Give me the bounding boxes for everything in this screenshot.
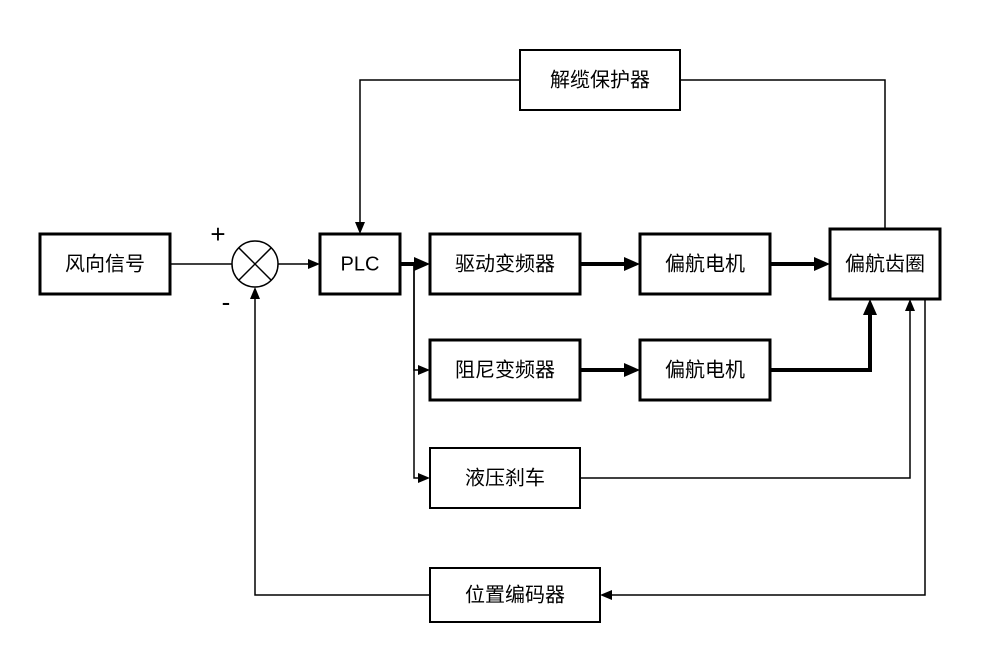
brake-label: 液压刹车 [465, 466, 545, 489]
damp_inv-label: 阻尼变频器 [455, 358, 555, 381]
wind-label: 风向信号 [65, 252, 145, 275]
gear-label: 偏航齿圈 [845, 252, 925, 275]
untwist-label: 解缆保护器 [550, 68, 650, 91]
plc-label: PLC [341, 253, 380, 275]
motor1-label: 偏航电机 [665, 252, 745, 275]
drive_inv-label: 驱动变频器 [455, 252, 555, 275]
motor2-label: 偏航电机 [665, 358, 745, 381]
encoder-label: 位置编码器 [465, 583, 565, 606]
sign-minus: - [222, 287, 231, 317]
sign-plus: + [210, 219, 225, 249]
